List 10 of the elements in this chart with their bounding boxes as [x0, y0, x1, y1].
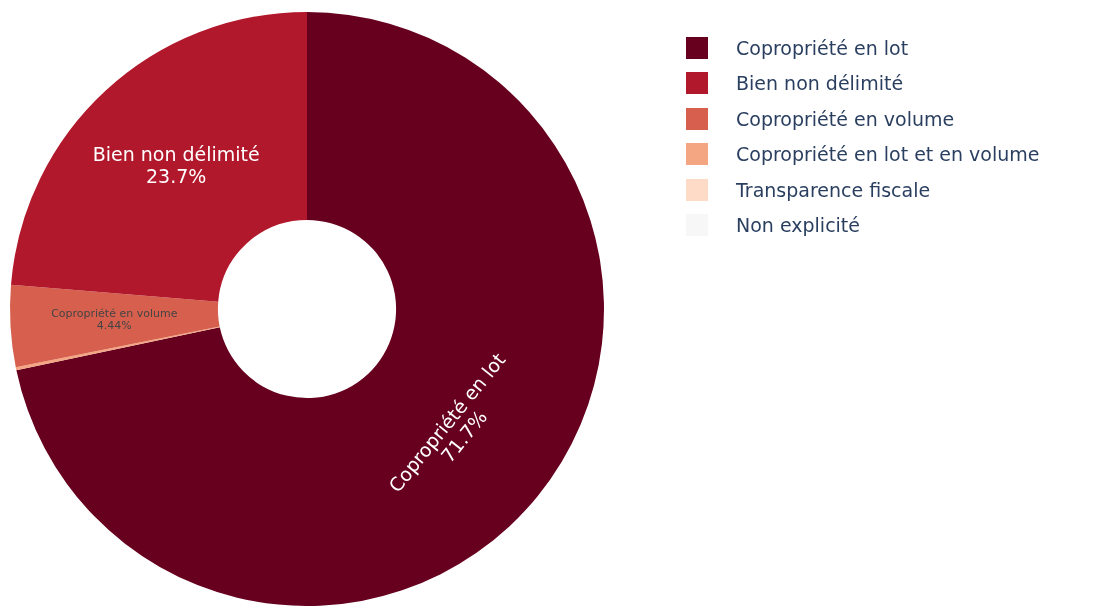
- legend-label: Copropriété en lot et en volume: [736, 143, 1040, 166]
- data-label: 4.44%: [96, 319, 132, 333]
- slice-label: Copropriété en volume: [51, 306, 178, 320]
- legend-label: Non explicité: [736, 214, 861, 237]
- legend-label: Transparence fiscale: [736, 178, 931, 201]
- legend-label: Copropriété en volume: [736, 107, 955, 130]
- legend-label: Copropriété en lot: [736, 36, 909, 59]
- legend-label: Bien non délimité: [736, 72, 904, 95]
- slice-label: Bien non délimité: [92, 143, 260, 166]
- data-label: 23.7%: [146, 164, 207, 187]
